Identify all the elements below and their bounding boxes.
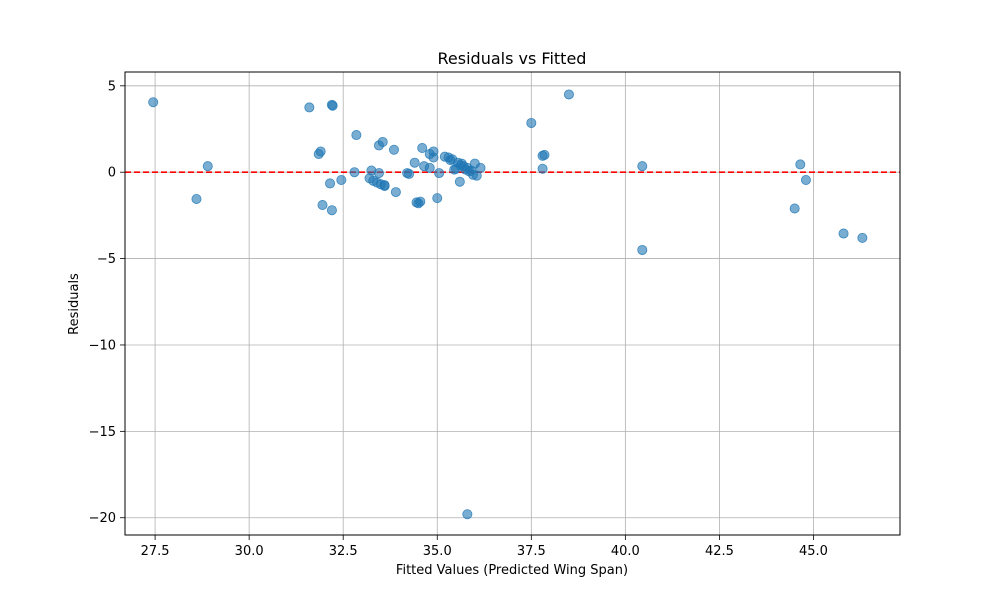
y-tick-label: 0: [108, 166, 116, 181]
scatter-point: [326, 205, 337, 216]
scatter-points: [148, 89, 868, 520]
scatter-point: [526, 117, 537, 128]
y-tick-label: 5: [108, 79, 116, 94]
scatter-point: [404, 168, 415, 179]
scatter-point: [475, 162, 486, 173]
x-tick-label: 35.0: [423, 544, 452, 559]
x-tick-label: 30.0: [235, 544, 264, 559]
scatter-point: [637, 244, 648, 255]
scatter-point: [304, 102, 315, 113]
scatter-point: [377, 136, 388, 147]
y-tick-label: −10: [89, 338, 116, 353]
scatter-point: [432, 193, 443, 204]
x-tick-label: 42.5: [705, 544, 734, 559]
scatter-point: [637, 161, 648, 172]
scatter-point: [315, 146, 326, 157]
scatter-point: [191, 193, 202, 204]
x-tick-label: 32.5: [329, 544, 358, 559]
chart-title: Residuals vs Fitted: [438, 49, 587, 68]
scatter-point: [428, 146, 439, 157]
scatter-point: [409, 157, 420, 168]
y-tick-label: −15: [89, 425, 116, 440]
y-axis-ticks: 5 0 −5 −10 −15 −20: [89, 79, 125, 526]
scatter-point: [390, 187, 401, 198]
scatter-point: [351, 130, 362, 141]
scatter-point: [325, 178, 336, 189]
scatter-point: [336, 174, 347, 185]
scatter-point: [462, 509, 473, 520]
scatter-point: [434, 168, 445, 179]
scatter-point: [373, 168, 384, 179]
x-tick-label: 45.0: [799, 544, 828, 559]
scatter-point: [789, 203, 800, 214]
scatter-point: [563, 89, 574, 100]
scatter-point: [388, 144, 399, 155]
x-tick-label: 27.5: [141, 544, 170, 559]
scatter-point: [537, 163, 548, 174]
x-tick-label: 37.5: [517, 544, 546, 559]
y-tick-label: −20: [89, 511, 116, 526]
scatter-point: [148, 97, 159, 108]
y-axis-label: Residuals: [67, 273, 82, 335]
scatter-point: [379, 180, 390, 191]
scatter-point: [800, 174, 811, 185]
scatter-point: [454, 176, 465, 187]
x-axis-ticks: 27.5 30.0 32.5 35.0 37.5 40.0 42.5 45.0: [141, 535, 828, 559]
scatter-point: [327, 100, 338, 111]
scatter-point: [857, 232, 868, 243]
scatter-point: [838, 228, 849, 239]
x-axis-label: Fitted Values (Predicted Wing Span): [396, 563, 628, 578]
scatter-point: [417, 143, 428, 154]
scatter-point: [539, 149, 550, 160]
y-tick-label: −5: [97, 252, 116, 267]
scatter-point: [202, 161, 213, 172]
scatter-point: [317, 200, 328, 211]
scatter-point: [349, 167, 360, 178]
scatter-point: [415, 196, 426, 207]
scatter-point: [795, 159, 806, 170]
plot-area-frame: [124, 71, 901, 536]
grid-lines: [125, 72, 900, 535]
scatter-point: [424, 162, 435, 173]
x-tick-label: 40.0: [611, 544, 640, 559]
